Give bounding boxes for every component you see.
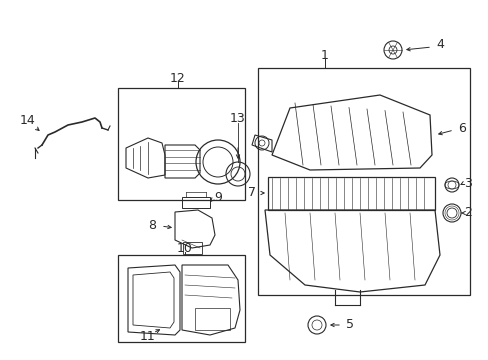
Bar: [118, 255, 244, 342]
Text: 14: 14: [20, 113, 36, 126]
Text: 13: 13: [230, 112, 245, 125]
Bar: [183, 242, 202, 254]
Text: 3: 3: [463, 176, 471, 189]
Bar: [195, 308, 229, 330]
Text: 8: 8: [148, 219, 156, 231]
Bar: [258, 68, 469, 295]
Text: 4: 4: [435, 37, 443, 50]
Text: 6: 6: [457, 122, 465, 135]
Text: 11: 11: [140, 329, 156, 342]
Text: 7: 7: [247, 185, 256, 198]
Bar: [182, 197, 209, 208]
Text: 1: 1: [321, 49, 328, 62]
Text: 10: 10: [177, 242, 193, 255]
Text: 2: 2: [463, 206, 471, 219]
Bar: [267, 177, 434, 210]
Text: 5: 5: [346, 319, 353, 332]
Text: 12: 12: [170, 72, 185, 85]
Text: 9: 9: [214, 190, 222, 203]
Bar: [118, 88, 244, 200]
